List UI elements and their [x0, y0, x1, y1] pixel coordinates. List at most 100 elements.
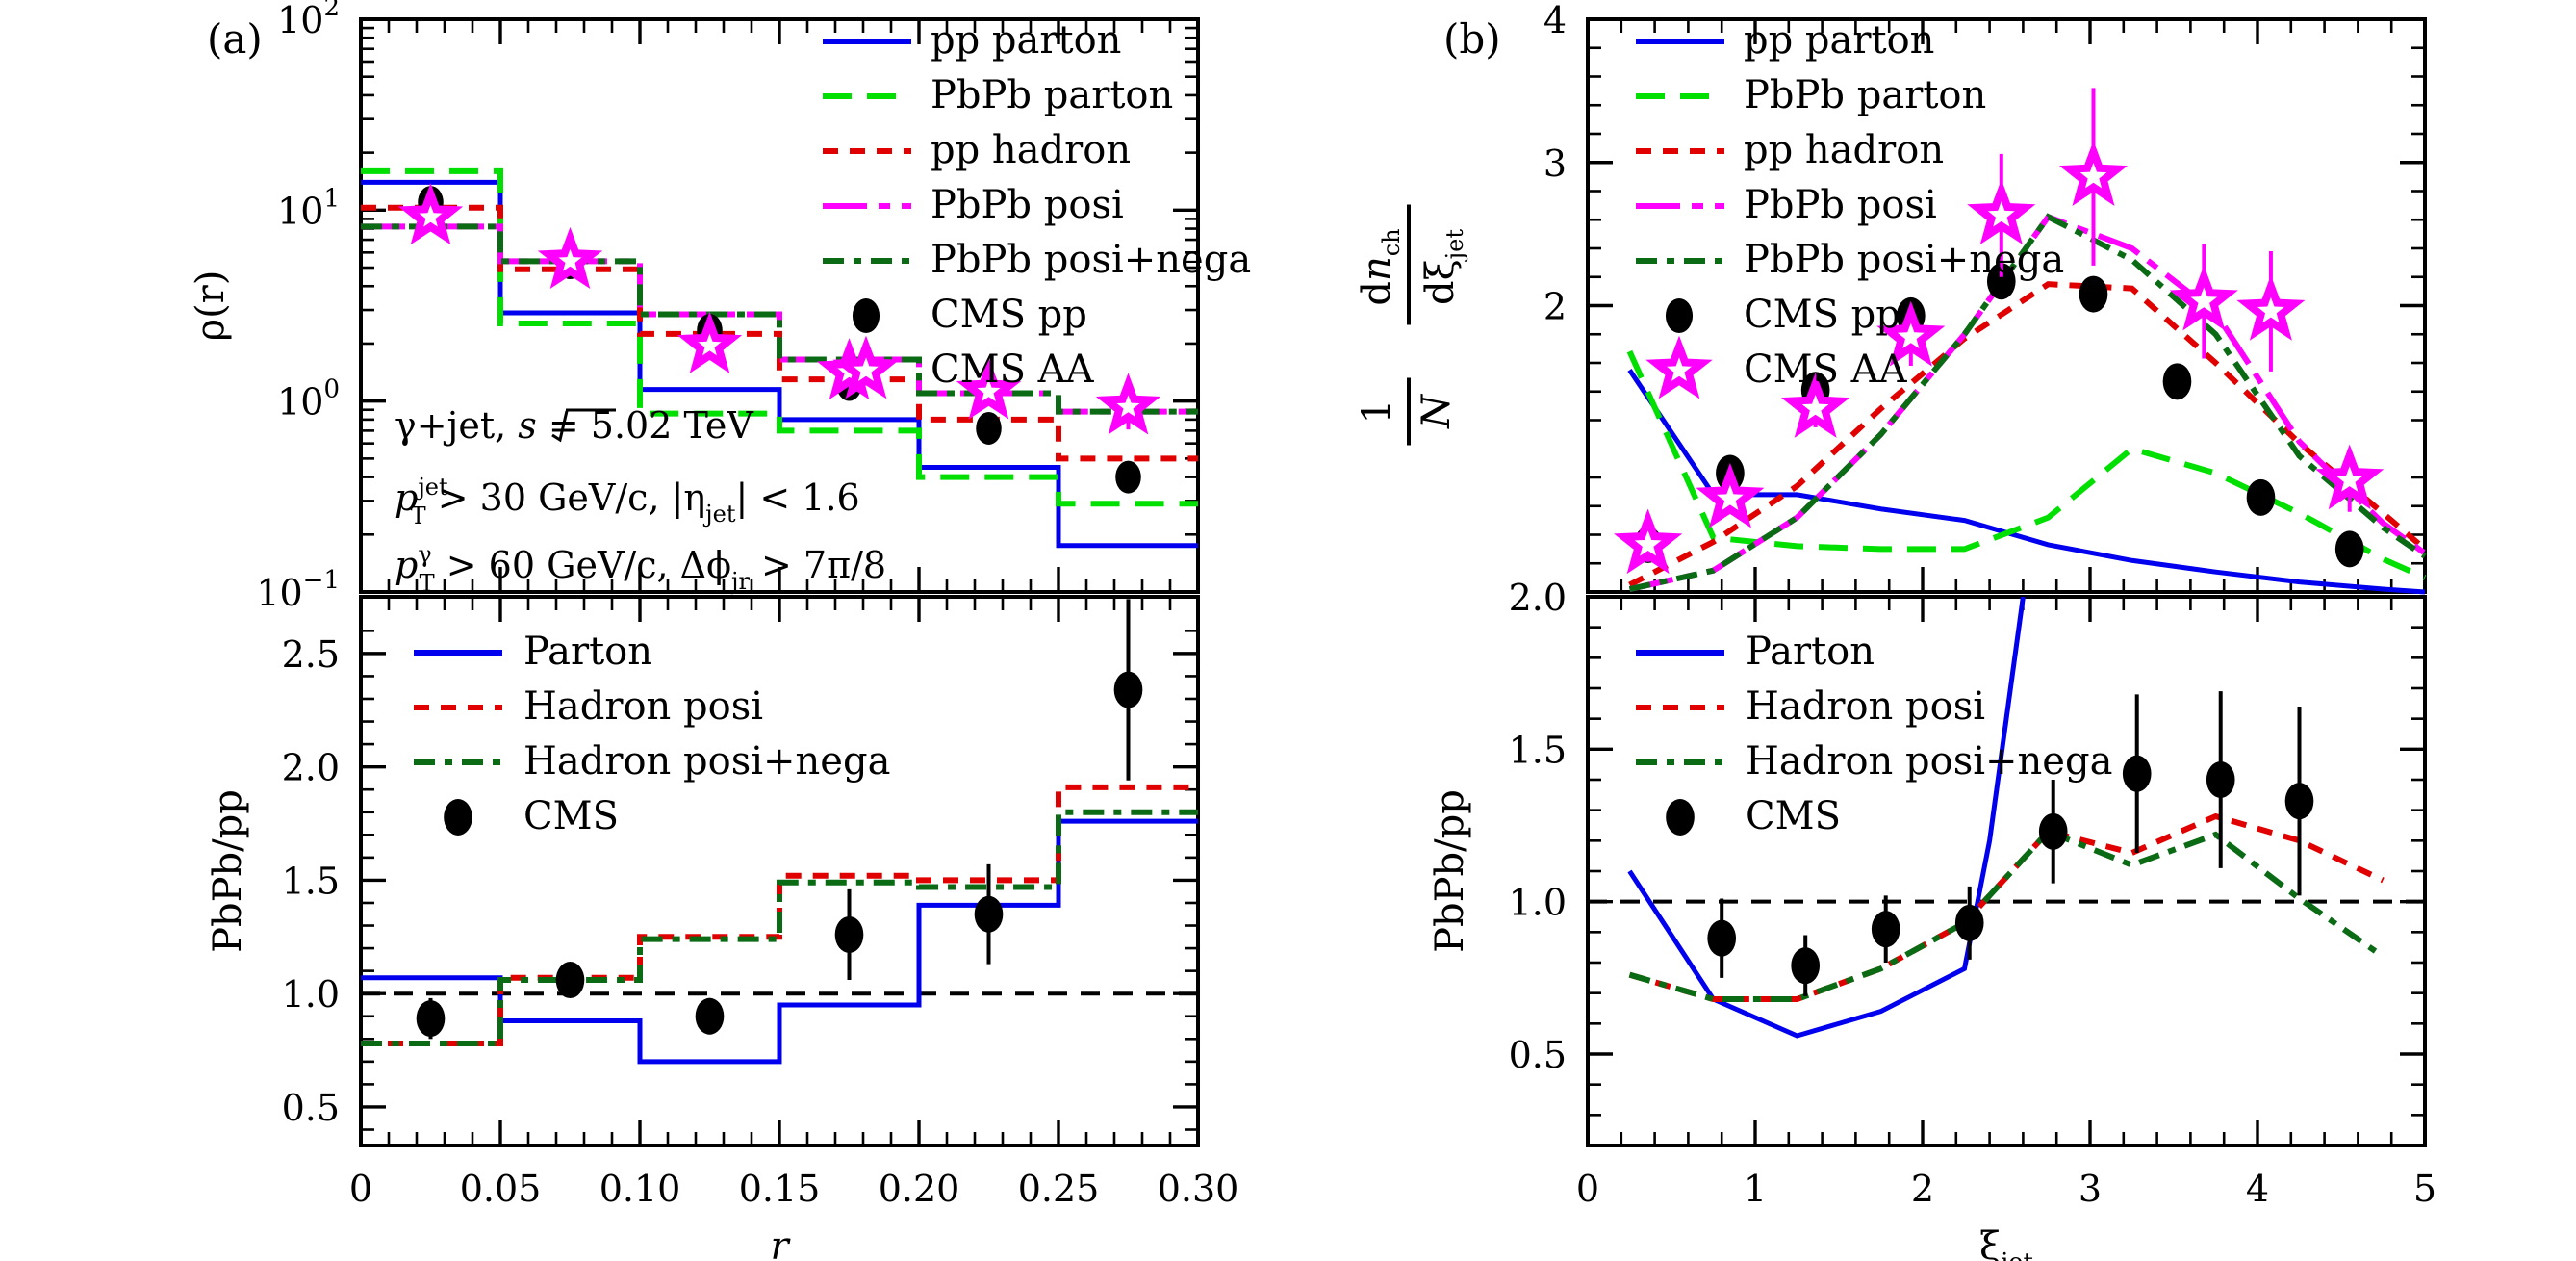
data-point-circle — [1871, 911, 1900, 948]
data-point-star — [1095, 373, 1161, 435]
legend-a-label: PbPb parton — [931, 73, 1173, 117]
data-point-circle — [1954, 904, 1984, 941]
data-point-circle — [2334, 530, 2364, 568]
legend-b-item: pp parton — [1636, 18, 1934, 63]
y-tick-label: 100 — [277, 375, 340, 424]
data-point-star — [2236, 274, 2306, 341]
points-CMS-AA — [397, 183, 1161, 435]
legend-b-label: CMS AA — [1744, 347, 1908, 392]
y-tick-label: 0.5 — [282, 1087, 340, 1129]
y-tick-label: 101 — [277, 184, 340, 232]
x-tick-label: 0.20 — [879, 1168, 960, 1210]
y-tick-label: 1.5 — [1509, 729, 1567, 771]
annotation-line-3: pγ T > 60 GeV/c, Δϕjr > 7π/8 — [395, 541, 886, 597]
data-point-circle — [852, 298, 880, 333]
data-point-star — [956, 357, 1022, 420]
legend-a-label: CMS pp — [931, 293, 1087, 337]
legend-b-label: pp parton — [1744, 18, 1934, 63]
legend-a-item: PbPb parton — [823, 73, 1173, 117]
data-point-star — [676, 311, 743, 373]
y-tick-label: 2.5 — [282, 633, 340, 676]
legend-b-item: PbPb parton — [1636, 73, 1986, 117]
data-point-star — [1781, 373, 1850, 438]
legend-b-label: CMS pp — [1744, 293, 1900, 337]
legend-a-label: pp hadron — [931, 128, 1131, 172]
series-Hadron-posi-nega — [361, 809, 1198, 1047]
data-point-circle — [1113, 671, 1143, 708]
legend-b-item: CMS pp — [1665, 293, 1900, 337]
series-Hadron-posi — [1628, 812, 2385, 1002]
x-tick-label: 0 — [349, 1168, 372, 1210]
legend-ratio-item: Hadron posi — [414, 684, 763, 729]
points-cms-ratio — [416, 599, 1143, 1040]
data-point-circle — [444, 799, 472, 836]
x-tick-label: 0.05 — [460, 1168, 542, 1210]
data-point-circle — [2162, 363, 2192, 400]
data-point-star — [397, 183, 464, 245]
svg-text:N: N — [1415, 393, 1459, 429]
data-point-circle — [1791, 947, 1821, 985]
data-point-circle — [834, 915, 864, 953]
panel-a-ratio-ylabel: PbPb/pp — [206, 789, 250, 953]
x-tick-label: 0.10 — [599, 1168, 681, 1210]
series-Parton — [361, 818, 1198, 1065]
svg-text:dξjet: dξjet — [1418, 229, 1468, 305]
x-tick-label: 0.30 — [1158, 1168, 1239, 1210]
y-tick-label: 2.0 — [282, 747, 340, 789]
series-PbPb-parton — [1626, 349, 2427, 580]
data-point-circle — [1666, 799, 1695, 836]
legend-ratio-label: Hadron posi+nega — [523, 739, 890, 784]
x-tick-label: 3 — [2079, 1168, 2102, 1210]
legend-a-item: pp hadron — [823, 128, 1131, 172]
data-point-circle — [1986, 263, 2016, 300]
panel-a-ylabel: ρ(r) — [189, 270, 233, 342]
y-tick-label: 1.0 — [282, 973, 340, 1016]
panel-a-label: (a) — [207, 15, 263, 63]
y-tick-label: 10−1 — [256, 566, 340, 614]
svg-text:1: 1 — [1355, 399, 1399, 424]
legend-ratio-b-item: Hadron posi — [1636, 684, 1985, 729]
legend-a-item: CMS AA — [832, 335, 1095, 399]
legend-b-item: CMS AA — [1645, 335, 1908, 399]
legend-ratio-b-label: CMS — [1746, 794, 1841, 838]
y-tick-label: 102 — [277, 0, 340, 41]
legend-a-item: PbPb posi+nega — [823, 238, 1251, 282]
x-tick-label: 4 — [2246, 1168, 2269, 1210]
data-point-circle — [976, 411, 1002, 445]
legend-b-label: PbPb parton — [1744, 73, 1986, 117]
legend-a-label: pp parton — [931, 18, 1121, 63]
panel-b-label: (b) — [1443, 15, 1501, 63]
panel-b-top-frame — [1586, 17, 2427, 594]
data-point-circle — [2079, 275, 2108, 313]
legend-ratio-b-label: Parton — [1746, 630, 1875, 674]
data-point-star — [2169, 265, 2238, 331]
x-tick-label: 5 — [2413, 1168, 2436, 1210]
data-point-circle — [555, 962, 585, 999]
legend-a-label: PbPb posi — [931, 183, 1124, 227]
y-tick-label: 1.5 — [282, 860, 340, 902]
legend-ratio-b-item: Parton — [1636, 630, 1875, 674]
data-point-circle — [2206, 761, 2235, 798]
legend-b-label: PbPb posi — [1744, 183, 1937, 227]
legend-ratio-b-label: Hadron posi+nega — [1746, 739, 2112, 784]
series-PbPb-posi-nega — [1628, 213, 2427, 592]
x-tick-label: 0 — [1576, 1168, 1599, 1210]
data-point-circle — [695, 997, 725, 1035]
data-point-star — [2058, 141, 2129, 206]
x-tick-label: 1 — [1744, 1168, 1767, 1210]
sqrt-sign — [551, 410, 569, 443]
legend-ratio-label: Parton — [523, 630, 652, 674]
legend-ratio-b-label: Hadron posi — [1746, 684, 1985, 729]
series-PbPb-posi-nega — [361, 223, 1198, 415]
y-tick-label: 2 — [1543, 286, 1567, 328]
legend-ratio-b-item: Hadron posi+nega — [1636, 739, 2112, 784]
series-pp-parton — [1627, 369, 2426, 595]
data-point-circle — [1665, 298, 1694, 333]
points-CMS-AA — [1614, 88, 2385, 575]
legend-ratio-label: Hadron posi — [523, 684, 763, 729]
data-point-star — [1696, 462, 1765, 528]
legend-b-item: PbPb posi+nega — [1636, 238, 2064, 282]
data-point-circle — [974, 895, 1004, 933]
